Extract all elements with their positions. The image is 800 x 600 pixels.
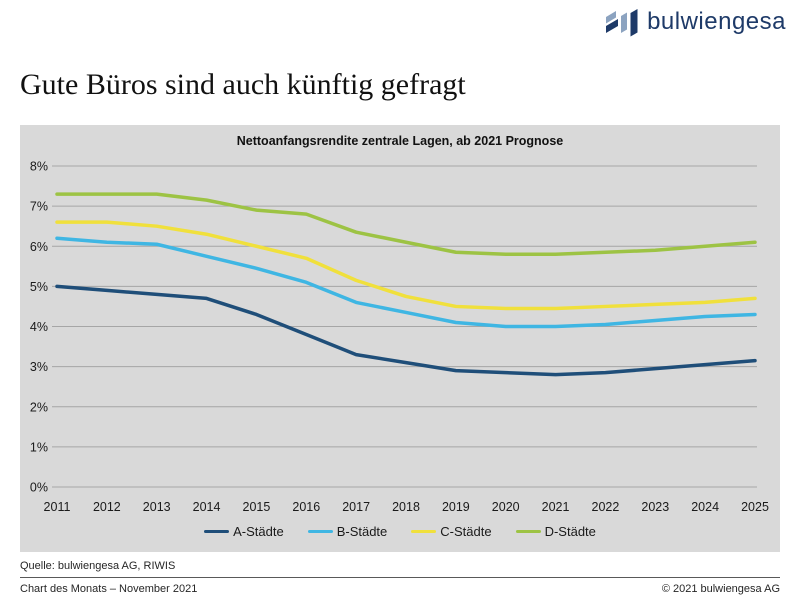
chart-title: Nettoanfangsrendite zentrale Lagen, ab 2…	[236, 134, 564, 148]
chart-panel: Nettoanfangsrendite zentrale Lagen, ab 2…	[20, 125, 780, 552]
source-note: Quelle: bulwiengesa AG, RIWIS	[20, 560, 176, 572]
logo: bulwiengesa	[605, 7, 786, 37]
y-axis-tick-label: 4%	[30, 320, 48, 334]
legend-label: B-Städte	[336, 524, 388, 539]
y-axis-tick-label: 1%	[30, 440, 48, 454]
bulwiengesa-logo-icon	[606, 9, 638, 37]
x-axis-tick-label: 2016	[292, 500, 320, 514]
series-line-b-st-dte	[55, 236, 757, 329]
y-axis-tick-label: 0%	[30, 481, 48, 495]
legend-item: A-Städte	[204, 524, 284, 539]
y-axis-tick-label: 7%	[30, 200, 48, 214]
plot-svg: 0% 1% 2% 3% 4% 5% 6% 7% 8% 2011 2012 2013 2014 2015 20…	[30, 160, 769, 515]
footer-divider	[20, 577, 780, 578]
footer-row: Chart des Monats – November 2021 © 2021 …	[20, 583, 780, 595]
y-axis-tick-label: 8%	[30, 160, 48, 174]
x-axis-tick-label: 2017	[342, 500, 370, 514]
x-axis-tick-label: 2011	[44, 500, 71, 514]
legend-swatch	[411, 529, 437, 534]
series-line-d-st-dte	[55, 192, 757, 257]
legend-label: D-Städte	[544, 524, 596, 539]
y-axis-tick-label: 5%	[30, 280, 48, 294]
legend-item: D-Städte	[515, 524, 596, 539]
y-axis-tick-label: 6%	[30, 240, 48, 254]
series-line-a-st-dte	[55, 284, 757, 377]
legend-label: C-Städte	[440, 524, 492, 539]
legend: A-Städte B-Städte C-Städte D-Städte	[20, 524, 780, 539]
legend-swatch	[204, 529, 230, 534]
legend-label: A-Städte	[233, 524, 284, 539]
legend-item: C-Städte	[411, 524, 492, 539]
legend-swatch	[307, 529, 333, 534]
x-axis-tick-label: 2014	[193, 500, 221, 514]
x-axis-tick-label: 2022	[592, 500, 620, 514]
x-axis-tick-label: 2021	[542, 500, 570, 514]
x-axis-tick-label: 2015	[243, 500, 271, 514]
y-axis-tick-label: 3%	[30, 360, 48, 374]
x-axis-tick-label: 2012	[93, 500, 121, 514]
x-axis-tick-label: 2020	[492, 500, 520, 514]
x-axis-tick-label: 2025	[741, 500, 769, 514]
x-axis-tick-label: 2024	[691, 500, 719, 514]
legend-swatch	[515, 529, 541, 534]
footer-left-label: Chart des Monats – November 2021	[20, 583, 198, 595]
footer-copyright: © 2021 bulwiengesa AG	[661, 583, 780, 595]
x-axis-tick-label: 2018	[392, 500, 420, 514]
series-line-c-st-dte	[55, 220, 757, 311]
page-title: Gute Büros sind auch künftig gefragt	[20, 68, 466, 102]
x-axis-tick-label: 2023	[641, 500, 669, 514]
x-axis-tick-label: 2019	[442, 500, 470, 514]
logo-text: bulwiengesa	[647, 8, 786, 35]
legend-item: B-Städte	[307, 524, 388, 539]
x-axis-tick-label: 2013	[143, 500, 171, 514]
y-axis-tick-label: 2%	[30, 400, 48, 414]
